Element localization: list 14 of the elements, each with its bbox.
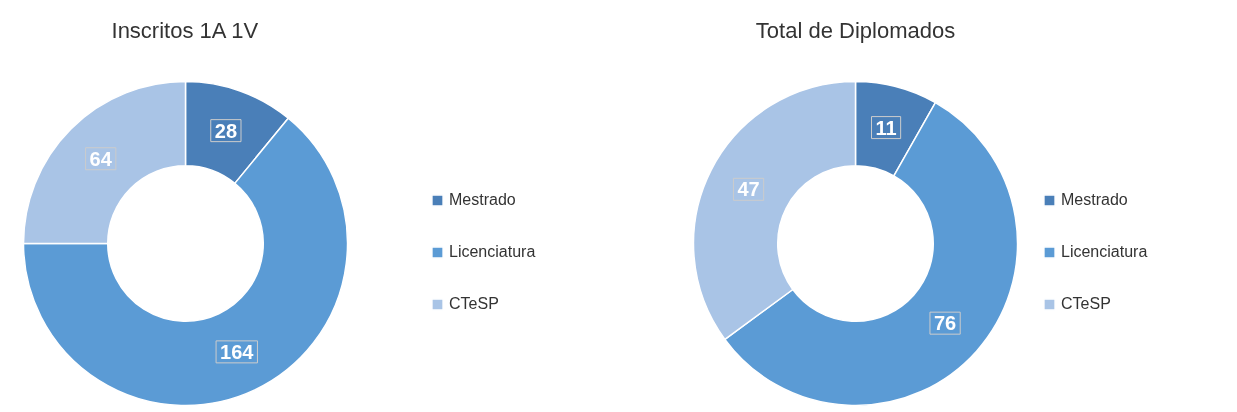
data-label: 76 <box>933 312 957 335</box>
data-label: 64 <box>89 147 113 170</box>
data-label: 11 <box>875 116 897 139</box>
chart-title: Total de Diplomados <box>755 18 956 43</box>
legend-label: Licenciatura <box>449 243 536 261</box>
legend-label: CTeSP <box>449 295 499 313</box>
data-label: 164 <box>220 340 255 363</box>
data-label: 28 <box>214 119 238 142</box>
data-label: 47 <box>737 178 760 201</box>
legend-label: Mestrado <box>1061 191 1128 209</box>
legend-label: Mestrado <box>449 191 516 209</box>
chart-title: Inscritos 1A 1V <box>111 18 259 43</box>
legend-label: CTeSP <box>1061 295 1111 313</box>
legend-label: Licenciatura <box>1061 243 1148 261</box>
